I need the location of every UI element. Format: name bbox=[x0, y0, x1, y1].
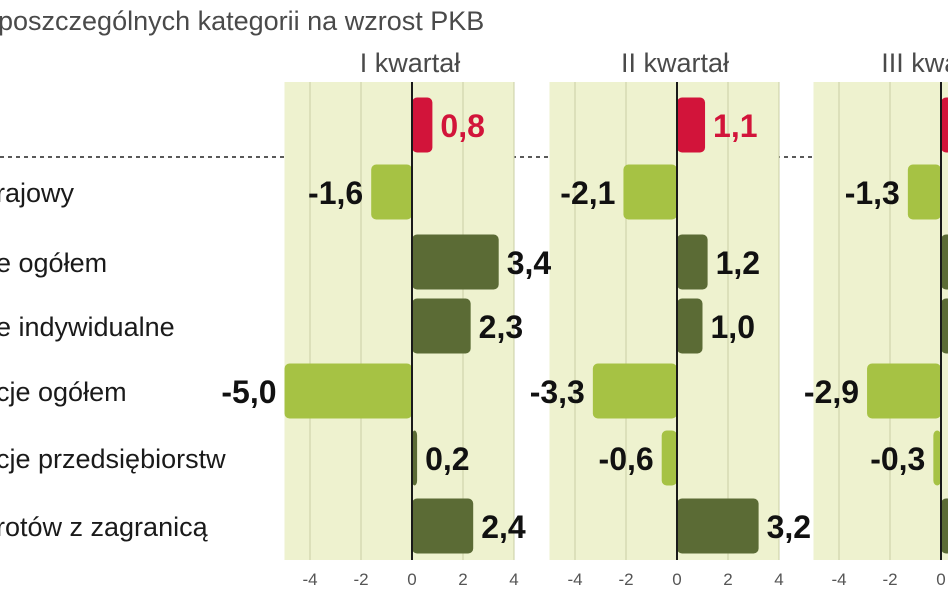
row-label: rajowy bbox=[0, 178, 75, 208]
row-label: cje ogółem bbox=[0, 377, 127, 407]
category-bar bbox=[284, 363, 412, 419]
category-bar bbox=[941, 498, 948, 554]
category-bar bbox=[412, 298, 471, 354]
category-bar bbox=[677, 298, 703, 354]
tick-label: 0 bbox=[407, 570, 416, 589]
tick-label: -2 bbox=[618, 570, 633, 589]
tick-label: -2 bbox=[353, 570, 368, 589]
panel-title: II kwartał bbox=[621, 48, 729, 78]
value-label: 1,0 bbox=[711, 309, 755, 345]
category-bar bbox=[412, 234, 499, 290]
category-bar bbox=[677, 234, 708, 290]
category-bar bbox=[412, 498, 474, 554]
total-bar bbox=[941, 97, 948, 153]
tick-label: 2 bbox=[723, 570, 732, 589]
total-bar bbox=[677, 97, 706, 153]
value-label: -2,1 bbox=[560, 175, 615, 211]
row-label: e indywidualne bbox=[0, 312, 175, 342]
value-label: -1,3 bbox=[845, 175, 900, 211]
value-label: -0,3 bbox=[870, 441, 925, 477]
category-bar bbox=[677, 498, 759, 554]
tick-label: 0 bbox=[936, 570, 945, 589]
row-label: rotów z zagranicą bbox=[0, 512, 209, 542]
category-bar bbox=[592, 363, 677, 419]
chart-title: poszczególnych kategorii na wzrost PKB bbox=[0, 6, 484, 36]
tick-label: -4 bbox=[831, 570, 846, 589]
tick-label: -2 bbox=[882, 570, 897, 589]
panel-title: I kwartał bbox=[360, 48, 461, 78]
value-label: 2,4 bbox=[481, 509, 526, 545]
tick-label: 2 bbox=[458, 570, 467, 589]
tick-label: -4 bbox=[567, 570, 582, 589]
category-bar bbox=[907, 164, 941, 220]
category-bar bbox=[661, 430, 677, 486]
value-label: -5,0 bbox=[221, 374, 276, 410]
value-label: -0,6 bbox=[599, 441, 654, 477]
row-label: e ogółem bbox=[0, 248, 107, 278]
value-label: 1,2 bbox=[716, 245, 760, 281]
panel-title: III kwartał bbox=[881, 48, 948, 78]
value-label: 2,3 bbox=[479, 309, 523, 345]
tick-label: 0 bbox=[672, 570, 681, 589]
panel-band bbox=[284, 82, 514, 560]
category-bar bbox=[867, 363, 941, 419]
category-bar bbox=[623, 164, 677, 220]
value-label: 3,4 bbox=[507, 245, 552, 281]
tick-label: 4 bbox=[509, 570, 518, 589]
category-bar bbox=[412, 430, 418, 486]
category-bar bbox=[941, 298, 948, 354]
value-label: 0,2 bbox=[425, 441, 469, 477]
value-label: 0,8 bbox=[440, 108, 484, 144]
value-label: 3,2 bbox=[767, 509, 811, 545]
tick-label: 4 bbox=[774, 570, 783, 589]
category-bar bbox=[941, 234, 948, 290]
value-label: -1,6 bbox=[308, 175, 363, 211]
value-label: -2,9 bbox=[804, 374, 859, 410]
total-bar bbox=[412, 97, 433, 153]
category-bar bbox=[933, 430, 941, 486]
category-bar bbox=[371, 164, 412, 220]
row-label: cje przedsiębiorstw bbox=[0, 444, 226, 474]
tick-label: -4 bbox=[302, 570, 317, 589]
panel-band bbox=[813, 82, 948, 560]
value-label: -3,3 bbox=[530, 374, 585, 410]
value-label: 1,1 bbox=[713, 108, 757, 144]
